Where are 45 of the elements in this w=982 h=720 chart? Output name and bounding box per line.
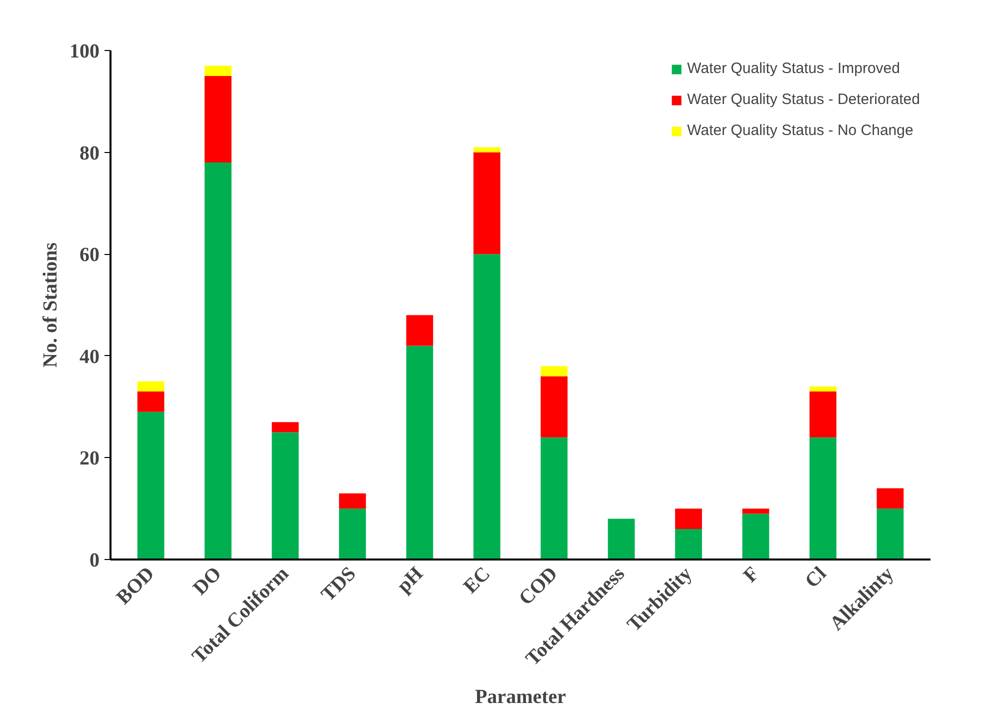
legend-label: Water Quality Status - Improved <box>687 60 900 77</box>
bar <box>540 437 568 560</box>
bar <box>339 508 366 560</box>
x-tick-label: EC <box>459 562 495 598</box>
y-tick-label: 20 <box>80 448 100 470</box>
bar <box>406 315 434 346</box>
bar <box>272 422 299 432</box>
bar <box>540 366 568 376</box>
bar <box>406 346 434 560</box>
bar <box>608 518 635 560</box>
bar <box>204 76 232 162</box>
bar <box>272 432 299 560</box>
x-tick-label: F <box>739 562 764 587</box>
bar <box>810 386 836 392</box>
x-axis-title: Parameter <box>474 686 566 708</box>
legend-label: Water Quality Status - Deteriorated <box>687 91 920 108</box>
bar <box>473 152 500 254</box>
bar <box>810 392 836 438</box>
bar <box>876 508 904 560</box>
bar <box>473 147 500 152</box>
y-tick-label: 60 <box>80 244 100 266</box>
bar <box>540 376 568 438</box>
bar <box>204 66 232 76</box>
legend-label: Water Quality Status - No Change <box>687 122 914 139</box>
bar <box>204 162 232 560</box>
bar <box>473 254 500 560</box>
bar <box>137 381 164 392</box>
bar <box>137 392 164 412</box>
bar <box>339 493 366 509</box>
y-axis-title: No. of Stations <box>40 242 62 368</box>
y-tick-label: 40 <box>80 346 100 368</box>
bar <box>876 488 904 509</box>
y-tick-label: 80 <box>80 142 100 164</box>
bar <box>675 508 702 529</box>
x-tick-label: pH <box>393 562 428 598</box>
y-tick-label: 100 <box>70 40 100 62</box>
x-tick-label: DO <box>189 562 226 600</box>
bar <box>742 508 770 514</box>
bar <box>137 412 164 560</box>
x-tick-label: TDS <box>317 562 360 606</box>
bar <box>675 528 702 560</box>
bar <box>742 514 770 560</box>
x-tick-label: Cl <box>801 562 832 592</box>
bar <box>810 437 836 560</box>
y-tick-label: 0 <box>90 550 100 572</box>
